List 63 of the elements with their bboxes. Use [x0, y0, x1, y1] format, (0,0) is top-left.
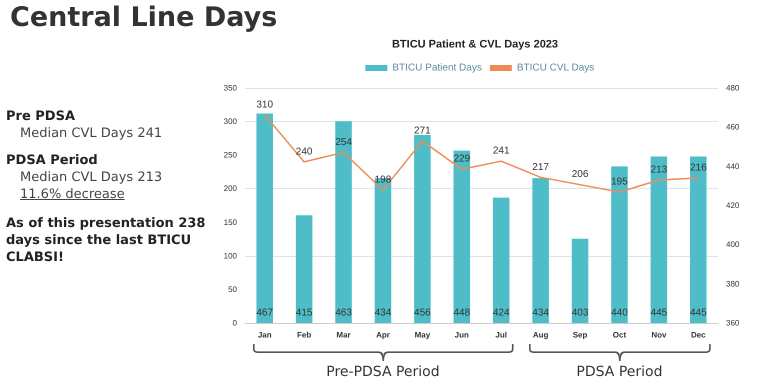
- data-label: 415: [296, 308, 313, 318]
- y2-tick-label: 440: [726, 162, 740, 171]
- y-tick-label: 150: [224, 218, 238, 227]
- y-tick-label: 0: [232, 318, 238, 328]
- chart-subtitle: BTICU Patient & CVL Days 2023: [392, 38, 558, 50]
- data-label: 206: [572, 169, 589, 180]
- data-label: 440: [611, 308, 628, 318]
- y-tick-label: 350: [224, 84, 238, 92]
- text: Pre-PDSA Period: [326, 364, 440, 380]
- data-label: 271: [414, 126, 432, 137]
- data-label: 403: [572, 308, 589, 318]
- x-tick-label: Jun: [454, 330, 470, 340]
- data-label: 216: [690, 162, 708, 174]
- text: As of this presentation 238 days since the last BTICU CLABSI!: [6, 216, 206, 265]
- x-tick-label: May: [414, 330, 431, 340]
- x-tick-label: Mar: [336, 330, 351, 340]
- legend-label: BTICU Patient Days: [392, 62, 482, 74]
- text: Pre PDSA: [6, 109, 76, 124]
- data-label: 467: [256, 308, 274, 318]
- text: PDSA Period: [576, 364, 662, 380]
- data-label: 434: [374, 308, 392, 318]
- x-tick-label: Feb: [297, 330, 312, 340]
- legend-label: BTICU CVL Days: [516, 62, 594, 74]
- y2-tick-label: 400: [726, 240, 740, 250]
- text: Median CVL Days 241: [19, 125, 164, 142]
- text: PDSA Period: [6, 153, 98, 168]
- text: Median CVL Days 213: [19, 169, 164, 186]
- x-tick-label: Aug: [532, 330, 549, 340]
- data-label: 424: [492, 308, 510, 318]
- x-tick-label: Sep: [572, 330, 588, 340]
- y-tick-label: 100: [224, 251, 238, 260]
- data-label: 456: [414, 308, 432, 318]
- data-label: 445: [690, 308, 708, 318]
- y2-tick-label: 380: [726, 279, 740, 288]
- data-label: 213: [650, 164, 668, 176]
- y-tick-label: 200: [224, 184, 238, 194]
- data-label: 445: [650, 308, 668, 318]
- chart-title: Central Line Days: [10, 2, 278, 33]
- data-label: 448: [453, 308, 471, 318]
- x-tick-label: Jan: [258, 330, 272, 340]
- data-label: 434: [532, 308, 550, 318]
- data-label: 229: [453, 154, 471, 165]
- data-label: 254: [335, 136, 352, 148]
- y-tick-label: 50: [228, 284, 238, 294]
- y-tick-label: 300: [224, 117, 238, 126]
- data-label: 241: [492, 146, 510, 157]
- x-tick-label: Nov: [651, 330, 667, 340]
- y2-tick-label: 420: [726, 201, 740, 210]
- x-tick-label: Apr: [376, 330, 390, 340]
- data-label: 195: [611, 176, 628, 188]
- data-label: 463: [335, 308, 352, 318]
- x-tick-label: Oct: [612, 330, 626, 340]
- data-label: 240: [296, 146, 313, 158]
- y-tick-label: 250: [224, 150, 238, 160]
- data-label: 198: [374, 174, 392, 186]
- y2-tick-label: 480: [726, 84, 740, 92]
- x-tick-label: Jul: [495, 330, 507, 340]
- x-tick-label: Dec: [690, 330, 706, 340]
- text: 11.6% decrease: [20, 187, 125, 202]
- y2-tick-label: 360: [726, 318, 740, 328]
- data-label: 310: [256, 99, 274, 110]
- y2-tick-label: 460: [726, 122, 740, 132]
- data-label: 217: [532, 162, 550, 173]
